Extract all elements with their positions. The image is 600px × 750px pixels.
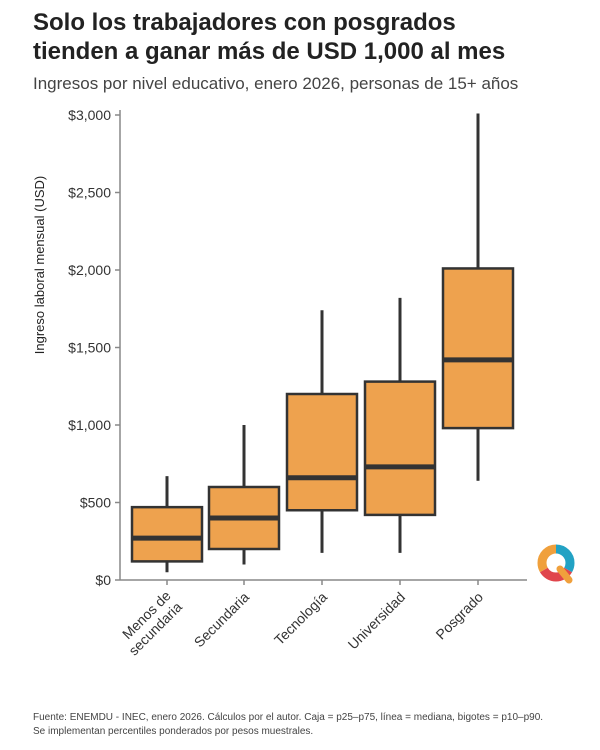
box-group xyxy=(363,297,437,553)
chart-subtitle: Ingresos por nivel educativo, enero 2026… xyxy=(33,74,519,93)
y-axis-label: Ingreso laboral mensual (USD) xyxy=(32,176,47,354)
box-group xyxy=(285,310,359,553)
x-tick-label-line: Universidad xyxy=(345,589,409,653)
y-tick-label: $1,000 xyxy=(68,417,111,433)
x-tick-label: Secundaria xyxy=(191,589,253,651)
iqr-box xyxy=(441,267,515,430)
chart-title-line-1: Solo los trabajadores con posgrados xyxy=(33,9,456,36)
y-tick-label: $500 xyxy=(80,495,111,511)
x-tick-label: Menos desecundaria xyxy=(114,587,185,658)
x-tick-label-line: Tecnología xyxy=(271,589,330,648)
y-tick-label: $2,500 xyxy=(68,185,111,201)
source-caption-line-1: Fuente: ENEMDU - INEC, enero 2026. Cálcu… xyxy=(33,712,544,723)
chart-title: Solo los trabajadores con posgrados tien… xyxy=(33,8,593,66)
box-plot: $0 $500 $1,000 $1,500 $2,000 $2,500 $3,000 Ingr… xyxy=(32,107,527,658)
box-group xyxy=(130,476,204,573)
source-caption-line-2: Se implementan percentiles ponderados po… xyxy=(33,726,314,737)
box-group xyxy=(207,425,281,565)
q-logo-icon xyxy=(533,540,579,591)
x-tick-label: Universidad xyxy=(345,589,409,653)
iqr-box xyxy=(130,505,204,563)
box-group xyxy=(441,113,515,481)
chart-title-line-2: tienden a ganar más de USD 1,000 al mes xyxy=(33,38,506,65)
y-tick-label: $2,000 xyxy=(68,262,111,278)
iqr-box xyxy=(363,380,437,517)
x-tick-label-line: Posgrado xyxy=(432,589,486,643)
y-tick-label: $3,000 xyxy=(68,107,111,123)
y-tick-label: $1,500 xyxy=(68,340,111,356)
source-caption: Fuente: ENEMDU - INEC, enero 2026. Cálcu… xyxy=(33,711,593,739)
iqr-box xyxy=(285,392,359,512)
x-tick-label-line: Secundaria xyxy=(191,589,253,651)
x-tick-label: Posgrado xyxy=(432,589,486,643)
y-tick-label: $0 xyxy=(95,572,111,588)
x-tick-label: Tecnología xyxy=(271,589,330,648)
